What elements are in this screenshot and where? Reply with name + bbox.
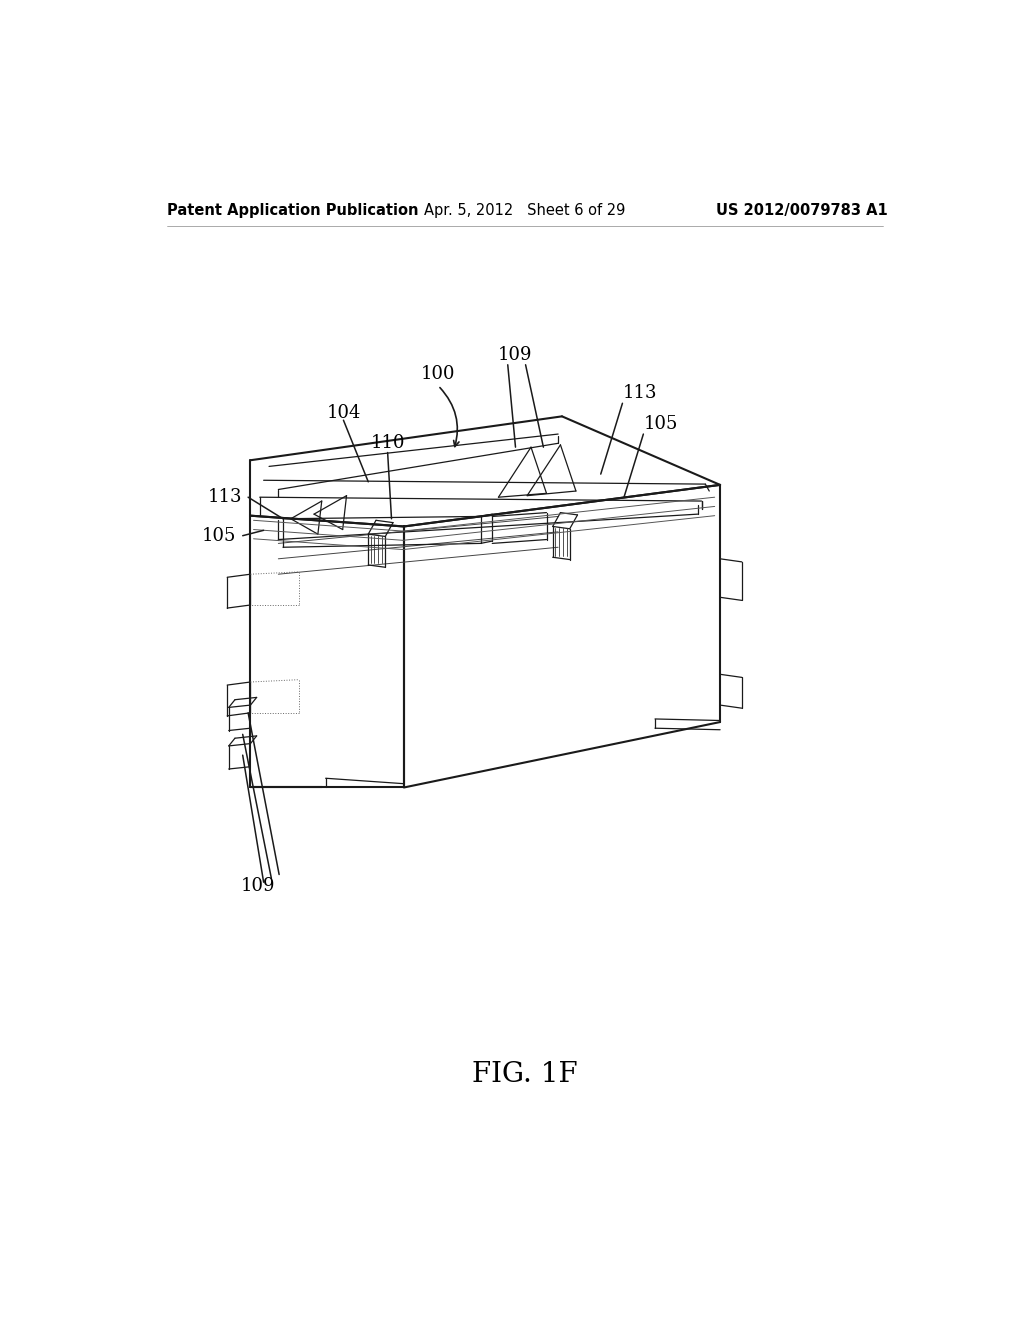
- Text: Apr. 5, 2012   Sheet 6 of 29: Apr. 5, 2012 Sheet 6 of 29: [424, 203, 626, 218]
- Text: Patent Application Publication: Patent Application Publication: [167, 203, 418, 218]
- Text: FIG. 1F: FIG. 1F: [472, 1061, 578, 1088]
- Text: 109: 109: [499, 346, 532, 364]
- Text: US 2012/0079783 A1: US 2012/0079783 A1: [716, 203, 888, 218]
- Text: 109: 109: [241, 876, 275, 895]
- Text: 110: 110: [371, 434, 404, 453]
- Text: 105: 105: [643, 414, 678, 433]
- Text: 113: 113: [208, 488, 243, 506]
- Text: 100: 100: [421, 366, 456, 383]
- Text: 104: 104: [327, 404, 360, 421]
- Text: 105: 105: [202, 527, 237, 545]
- Text: 113: 113: [623, 384, 657, 403]
